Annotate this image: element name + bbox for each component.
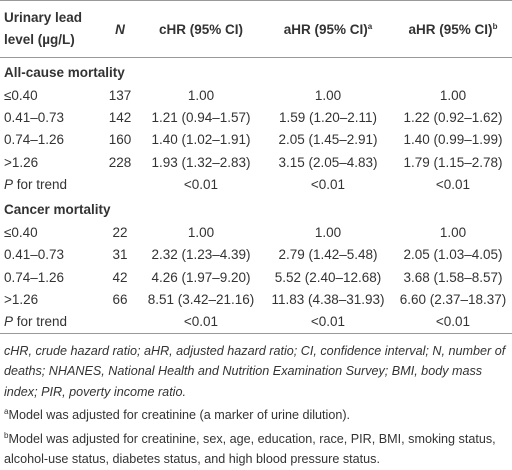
data-row: ≤0.40 22 1.00 1.00 1.00 [0,221,512,243]
data-row: >1.26 228 1.93 (1.32–2.83) 3.15 (2.05–4.83)… [0,151,512,173]
footnote-text: Model was adjusted for creatinine (a mar… [8,408,351,423]
data-row: >1.26 66 8.51 (3.42–21.16) 11.83 (4.38–31.9… [0,288,512,310]
cell: 5.52 (2.40–12.68) [274,269,382,285]
row-label: ≤0.40 [4,225,38,241]
section-title: All-cause mortality [4,64,125,80]
cell: 1.00 [314,87,342,103]
cell: 4.26 (1.97–9.20) [151,269,251,285]
footnote-mark: a [4,407,9,417]
cell: 2.05 (1.03–4.05) [403,247,503,263]
header-sup: a [367,21,373,31]
footnote: bModel was adjusted for creatinine, sex,… [4,426,508,470]
cell: 1.40 (1.02–1.91) [151,132,251,148]
cell: 1.21 (0.94–1.57) [151,109,251,125]
header-cell: Urinary lead level (µg/L) [0,0,100,58]
row-label: P for trend [0,310,140,334]
cell: 22 [112,225,128,241]
cell: <0.01 [183,176,219,192]
cell: <0.01 [394,310,512,334]
row-label: ≤0.40 [4,87,38,103]
section-title: Cancer mortality [4,201,111,217]
cell: 142 [108,109,132,125]
cell: 1.00 [314,225,342,241]
header-text: Urinary lead level (µg/L) [4,10,83,47]
cell: 160 [108,132,132,148]
italic-p: P [4,314,14,330]
header-cell: cHR (95% CI) [140,0,262,58]
row-label: >1.26 [4,154,39,170]
data-row: 0.74–1.26 42 4.26 (1.97–9.20) 5.52 (2.40–12… [0,266,512,288]
cell: <0.01 [310,176,346,192]
header-cell: aHR (95% CI)b [394,0,512,58]
cell: 1.00 [187,225,215,241]
cell: 42 [112,269,128,285]
cell: 1.22 (0.92–1.62) [403,109,503,125]
data-row: 0.41–0.73 142 1.21 (0.94–1.57) 1.59 (1.20–2… [0,106,512,128]
cell: 137 [108,87,132,103]
cell: 1.00 [439,87,467,103]
header-cell: aHR (95% CI)a [262,0,394,58]
cell: 8.51 (3.42–21.16) [147,292,255,308]
data-row: 0.41–0.73 31 2.32 (1.23–4.39) 2.79 (1.42–5.… [0,244,512,266]
cell: 1.79 (1.15–2.78) [403,154,503,170]
cell: 228 [108,154,132,170]
row-label: 0.41–0.73 [4,109,65,125]
trend-row: P for trend <0.01 <0.01 <0.01 [0,173,512,195]
section-row: All-cause mortality [0,58,512,85]
italic-p: P [4,176,14,192]
header-text: cHR (95% CI) [158,21,244,37]
header-text: aHR (95% CI) [408,21,493,37]
table-body: All-cause mortality ≤0.40 137 1.00 1.00 1.00 0… [0,58,512,334]
cell: 3.68 (1.58–8.57) [403,269,503,285]
footnotes: cHR, crude hazard ratio; aHR, adjusted h… [0,334,512,470]
header-text: aHR (95% CI) [283,21,368,37]
cell: 11.83 (4.38–31.93) [271,292,385,308]
trend-label: for trend [13,176,68,192]
footnote-mark: b [4,430,9,440]
footnote: aModel was adjusted for creatinine (a ma… [4,402,508,426]
row-label: 0.41–0.73 [4,247,65,263]
cell: 1.93 (1.32–2.83) [151,154,251,170]
header-text: N [115,21,125,37]
row-label: 0.74–1.26 [4,269,65,285]
header-sup: b [492,21,498,31]
header-cell: N [100,0,140,58]
data-row: 0.74–1.26 160 1.40 (1.02–1.91) 2.05 (1.45–2… [0,129,512,151]
cell: <0.01 [435,176,471,192]
trend-row: P for trend <0.01 <0.01 <0.01 [0,310,512,334]
cell: 6.60 (2.37–18.37) [399,292,507,308]
cell: <0.01 [140,310,262,334]
cell: 66 [112,292,128,308]
abbreviations: cHR, crude hazard ratio; aHR, adjusted h… [4,343,506,399]
cell: <0.01 [262,310,394,334]
cell: 3.15 (2.05–4.83) [278,154,378,170]
cell: 2.79 (1.42–5.48) [278,247,378,263]
row-label: >1.26 [4,292,39,308]
trend-label: for trend [13,314,68,330]
row-label: P for trend [0,173,140,195]
cell: 1.59 (1.20–2.11) [278,109,378,125]
cell: 2.05 (1.45–2.91) [278,132,378,148]
data-row: ≤0.40 137 1.00 1.00 1.00 [0,84,512,106]
footnote-text: Model was adjusted for creatinine, sex, … [4,431,496,467]
cell: 1.40 (0.99–1.99) [403,132,503,148]
section-row: Cancer mortality [0,195,512,221]
cell: 1.00 [439,225,467,241]
cell: 2.32 (1.23–4.39) [151,247,251,263]
cell: 31 [112,247,128,263]
cell: 1.00 [187,87,215,103]
row-label: 0.74–1.26 [4,132,65,148]
